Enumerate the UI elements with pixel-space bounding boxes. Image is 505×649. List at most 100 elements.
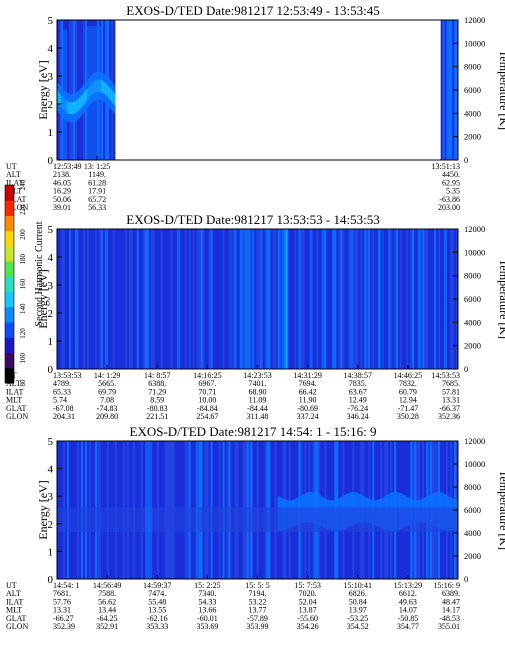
spectrogram-column [130, 229, 134, 369]
energy-band-core [58, 92, 61, 105]
table-row-label: GLAT [6, 404, 27, 413]
spectrogram-column [352, 229, 355, 369]
spectrogram-column [100, 229, 104, 369]
table-cell: 15: 2:25 [194, 581, 220, 590]
energy-band-core [67, 101, 69, 114]
table-cell: -60.01 [197, 614, 218, 623]
table-cell: -66.37 [439, 404, 460, 413]
spectrogram-column [412, 229, 415, 369]
energy-band [433, 507, 439, 533]
table-cell: 7835. [349, 379, 367, 388]
spectrogram-column [332, 229, 335, 369]
table-cell: 354.52 [347, 622, 369, 631]
bright-stripe [377, 229, 381, 369]
bright-stripe [105, 229, 109, 369]
energy-band [205, 507, 210, 533]
spectrogram-column [348, 229, 351, 369]
energy-band [453, 507, 458, 533]
table-cell: -48.53 [439, 614, 460, 623]
spectrogram-column [164, 229, 168, 369]
spectrogram-column [70, 229, 74, 369]
colorbar-segment [5, 261, 14, 277]
energy-band [305, 507, 310, 533]
energy-band-core [59, 94, 62, 107]
spectrogram-column [298, 229, 301, 369]
spectrogram-column [60, 229, 64, 369]
energy-band [189, 507, 194, 533]
spectrogram-column [204, 229, 207, 369]
spectrogram-column [80, 229, 84, 369]
energy-band [373, 507, 379, 533]
spectrogram-column [448, 229, 451, 369]
spectrogram-column [196, 229, 199, 369]
spectrogram-column [396, 229, 399, 369]
colorbar-tick-label: 140 [19, 303, 27, 314]
spectrogram-column [73, 20, 76, 160]
energy-band-core [112, 91, 114, 104]
table-cell: -64.25 [97, 614, 118, 623]
y-tick-label: 3 [48, 280, 54, 292]
colorbar: 80 100 120 140 160 180 200 220 240 Second Harmoni… [4, 179, 45, 387]
energy-band [153, 507, 158, 533]
y-tick-label: 3 [48, 491, 54, 503]
spectrogram-column [224, 229, 227, 369]
spectrogram-plot-area [57, 20, 458, 160]
table-cell: 13:53:53 [53, 371, 81, 380]
table-cell: 204.31 [53, 412, 75, 421]
spectrogram-column [208, 229, 211, 369]
spectrogram-column [334, 229, 337, 369]
spectrogram-column [416, 229, 419, 369]
spectrogram-column [144, 229, 148, 369]
spectrogram-column [210, 229, 213, 369]
table-cell: 7832. [399, 379, 417, 388]
y-tick-label: 0 [48, 574, 54, 586]
table-cell: 57.76 [53, 597, 71, 606]
table-row-label: MLT [6, 396, 22, 405]
spectrogram-column [400, 229, 403, 369]
spectrogram-column [194, 229, 197, 369]
spectrogram-column [312, 229, 315, 369]
energy-band [397, 507, 403, 533]
spectrogram-column [122, 229, 126, 369]
table-cell: 12.94 [399, 396, 417, 405]
spectrogram-column [236, 229, 239, 369]
table-cell: 52.04 [299, 597, 317, 606]
spectrogram-column [212, 229, 215, 369]
spectrogram-column [362, 229, 365, 369]
spectrogram-column [58, 229, 62, 369]
energy-band [181, 507, 186, 533]
spectrogram-column [436, 229, 439, 369]
energy-band [437, 507, 443, 533]
table-cell: 337.24 [297, 412, 319, 421]
energy-band [349, 507, 355, 533]
energy-band [85, 507, 90, 533]
table-cell: 254.67 [196, 412, 218, 421]
table-cell: -84.44 [247, 404, 268, 413]
table-cell: 15: 5: 5 [245, 581, 269, 590]
y2-tick-label: 4000 [464, 108, 481, 118]
y2-tick-label: 4000 [464, 317, 481, 327]
spectrogram-column [410, 229, 413, 369]
table-cell: 11.09 [249, 396, 267, 405]
table-row-label: ILAT [6, 178, 23, 187]
spectrogram-column [266, 229, 269, 369]
spectrogram-column [274, 229, 277, 369]
spectrogram-column [150, 229, 154, 369]
spectrogram-column [142, 229, 146, 369]
spectrogram-column [120, 229, 124, 369]
energy-band-core [81, 94, 84, 107]
energy-band [313, 507, 318, 533]
energy-band [81, 507, 86, 533]
y-tick-label: 4 [48, 252, 54, 264]
colorbar-segment [5, 291, 14, 308]
spectrogram-column [158, 229, 162, 369]
energy-band-core [102, 80, 104, 93]
y-tick-label: 4 [48, 43, 54, 55]
colorbar-frame [4, 184, 15, 384]
spectrogram-column [326, 229, 329, 369]
energy-band [441, 507, 447, 533]
y-tick-label: 0 [48, 364, 54, 376]
colorbar-segment [5, 322, 14, 338]
colorbar-segment [5, 230, 14, 247]
spectrogram-column [110, 229, 114, 369]
